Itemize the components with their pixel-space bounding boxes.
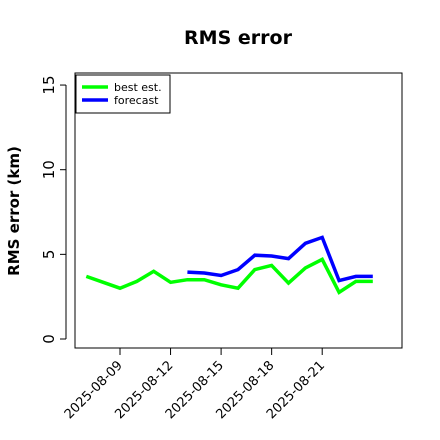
- legend-box: [75, 74, 171, 114]
- plot-frame: [74, 72, 403, 349]
- series-line-0: [85, 257, 373, 295]
- y-tick-label: 15: [40, 76, 58, 95]
- legend-label: best est.: [114, 81, 162, 94]
- y-tick-label: 5: [40, 250, 58, 260]
- series-lines: [85, 235, 373, 295]
- series-line-1: [187, 235, 373, 283]
- legend: best est.forecast: [75, 74, 171, 114]
- chart-title: RMS error: [184, 27, 293, 49]
- legend-label: forecast: [114, 94, 159, 107]
- y-tick-label: 10: [40, 160, 58, 179]
- y-axis: 0 5 10 15: [40, 76, 67, 344]
- x-axis: 2025-08-092025-08-122025-08-152025-08-18…: [62, 347, 328, 422]
- y-tick-label: 0: [40, 334, 58, 344]
- y-axis-label: RMS error (km): [5, 146, 23, 276]
